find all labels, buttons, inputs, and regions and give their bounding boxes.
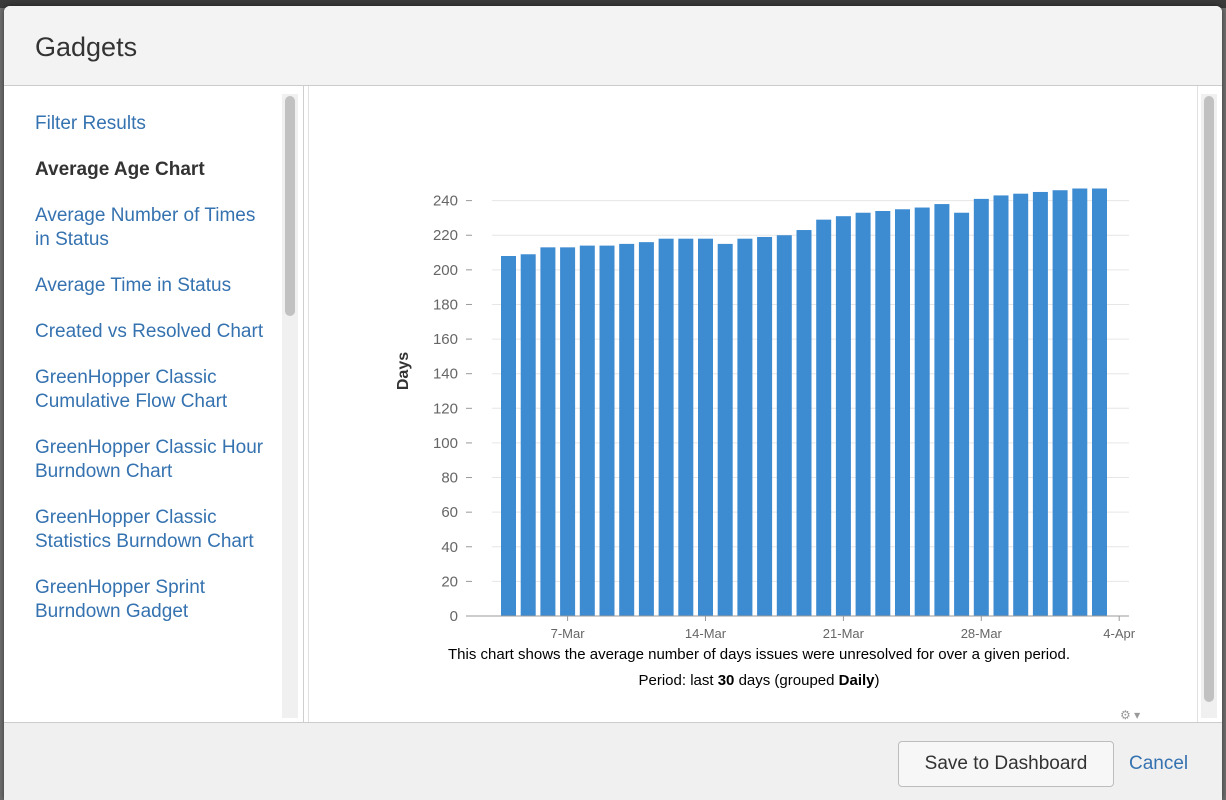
bar xyxy=(1032,191,1048,616)
y-tick-label: 60 xyxy=(441,504,458,521)
bar xyxy=(540,247,556,616)
sidebar-scrollbar[interactable] xyxy=(282,94,298,718)
chart-period: Period: last 30 days (grouped Daily) xyxy=(324,672,1194,689)
dialog-title: Gadgets xyxy=(35,32,138,62)
sidebar-item[interactable]: Average Age Chart xyxy=(35,159,205,180)
gadget-list: Filter Results Average Age Chart Average N… xyxy=(35,112,265,646)
chevron-down-icon: ▾ xyxy=(1134,708,1141,722)
bar xyxy=(855,212,871,616)
y-tick-label: 100 xyxy=(433,435,458,452)
bar xyxy=(954,212,970,616)
bar xyxy=(501,256,516,616)
preview-scrollbar[interactable] xyxy=(1201,94,1217,718)
bar xyxy=(560,247,576,616)
bar xyxy=(1072,188,1088,616)
x-tick-label: 7-Mar xyxy=(551,626,586,641)
preview-scroll-thumb[interactable] xyxy=(1204,96,1214,702)
y-tick-label: 20 xyxy=(441,573,458,590)
page-backdrop xyxy=(0,0,1226,8)
x-tick-label: 4-Apr xyxy=(1103,626,1135,641)
chart-description: This chart shows the average number of d… xyxy=(448,646,1070,663)
bar xyxy=(816,219,832,616)
x-tick-label: 28-Mar xyxy=(961,626,1003,641)
y-axis-label: Days xyxy=(395,352,412,390)
sidebar-item[interactable]: GreenHopper Classic Cumulative Flow Char… xyxy=(35,367,228,412)
preview-frame xyxy=(308,86,1198,722)
y-tick-label: 140 xyxy=(433,366,458,383)
y-tick-label: 200 xyxy=(433,262,458,279)
period-suffix: ) xyxy=(874,672,880,689)
gadget-menu-button[interactable]: ⚙ ▾ xyxy=(1120,708,1140,722)
bar xyxy=(698,238,713,616)
bar xyxy=(717,243,733,616)
bar xyxy=(796,230,812,617)
gadgets-dialog: Gadgets Filter Results Average Age Chart A… xyxy=(4,6,1222,800)
period-prefix: Period: last xyxy=(638,672,718,689)
sidebar-scroll-thumb[interactable] xyxy=(285,96,295,316)
bar xyxy=(835,216,851,616)
average-age-chart: 0 20 40 60 80 100 120 140 160 180 200 220 240 Days 7-M… xyxy=(395,188,1136,641)
sidebar-item[interactable]: GreenHopper Classic Statistics Burndown … xyxy=(35,507,254,552)
gear-icon: ⚙ xyxy=(1120,708,1131,722)
sidebar-item[interactable]: GreenHopper Classic Hour Burndown Chart xyxy=(35,437,264,482)
bar xyxy=(1092,188,1107,616)
y-tick-label: 240 xyxy=(433,193,458,210)
dialog-header: Gadgets xyxy=(4,6,1222,86)
bar xyxy=(934,204,950,617)
y-tick-label: 80 xyxy=(441,470,458,487)
period-mid: days (grouped xyxy=(734,672,839,689)
y-tick-label: 0 xyxy=(450,608,458,625)
gadget-list-sidebar: Filter Results Average Age Chart Average N… xyxy=(4,86,304,722)
sidebar-item[interactable]: Average Time in Status xyxy=(35,275,232,296)
sidebar-item[interactable]: GreenHopper Sprint Burndown Gadget xyxy=(35,577,206,622)
bar xyxy=(678,238,694,616)
bar xyxy=(1052,190,1068,616)
bar xyxy=(658,238,674,616)
y-tick-label: 180 xyxy=(433,296,458,313)
cancel-link[interactable]: Cancel xyxy=(1129,753,1189,774)
bar xyxy=(619,243,635,616)
gadget-preview: 0 20 40 60 80 100 120 140 160 180 200 220 240 Days 7-M… xyxy=(304,86,1222,722)
y-tick-label: 40 xyxy=(441,539,458,556)
period-group: Daily xyxy=(838,672,875,689)
x-tick-label: 14-Mar xyxy=(685,626,727,641)
bar xyxy=(993,195,1009,616)
bar xyxy=(1013,193,1029,616)
y-tick-label: 160 xyxy=(433,331,458,348)
save-to-dashboard-button[interactable]: Save to Dashboard xyxy=(898,741,1114,787)
bar xyxy=(895,209,910,616)
bar xyxy=(599,245,615,616)
sidebar-item[interactable]: Filter Results xyxy=(35,113,146,134)
bar xyxy=(520,254,536,616)
sidebar-item[interactable]: Average Number of Times in Status xyxy=(35,205,256,250)
bar xyxy=(737,238,753,616)
bar xyxy=(757,236,773,616)
sidebar-item[interactable]: Created vs Resolved Chart xyxy=(35,321,264,342)
bar xyxy=(875,211,891,616)
y-tick-label: 220 xyxy=(433,227,458,244)
y-tick-label: 120 xyxy=(433,400,458,417)
dialog-footer: Save to Dashboard Cancel xyxy=(4,722,1222,800)
bar xyxy=(638,242,654,616)
bar xyxy=(776,235,792,616)
period-days: 30 xyxy=(717,672,735,689)
bar xyxy=(914,207,930,616)
bar xyxy=(579,245,595,616)
bar xyxy=(973,198,989,616)
x-tick-label: 21-Mar xyxy=(823,626,865,641)
